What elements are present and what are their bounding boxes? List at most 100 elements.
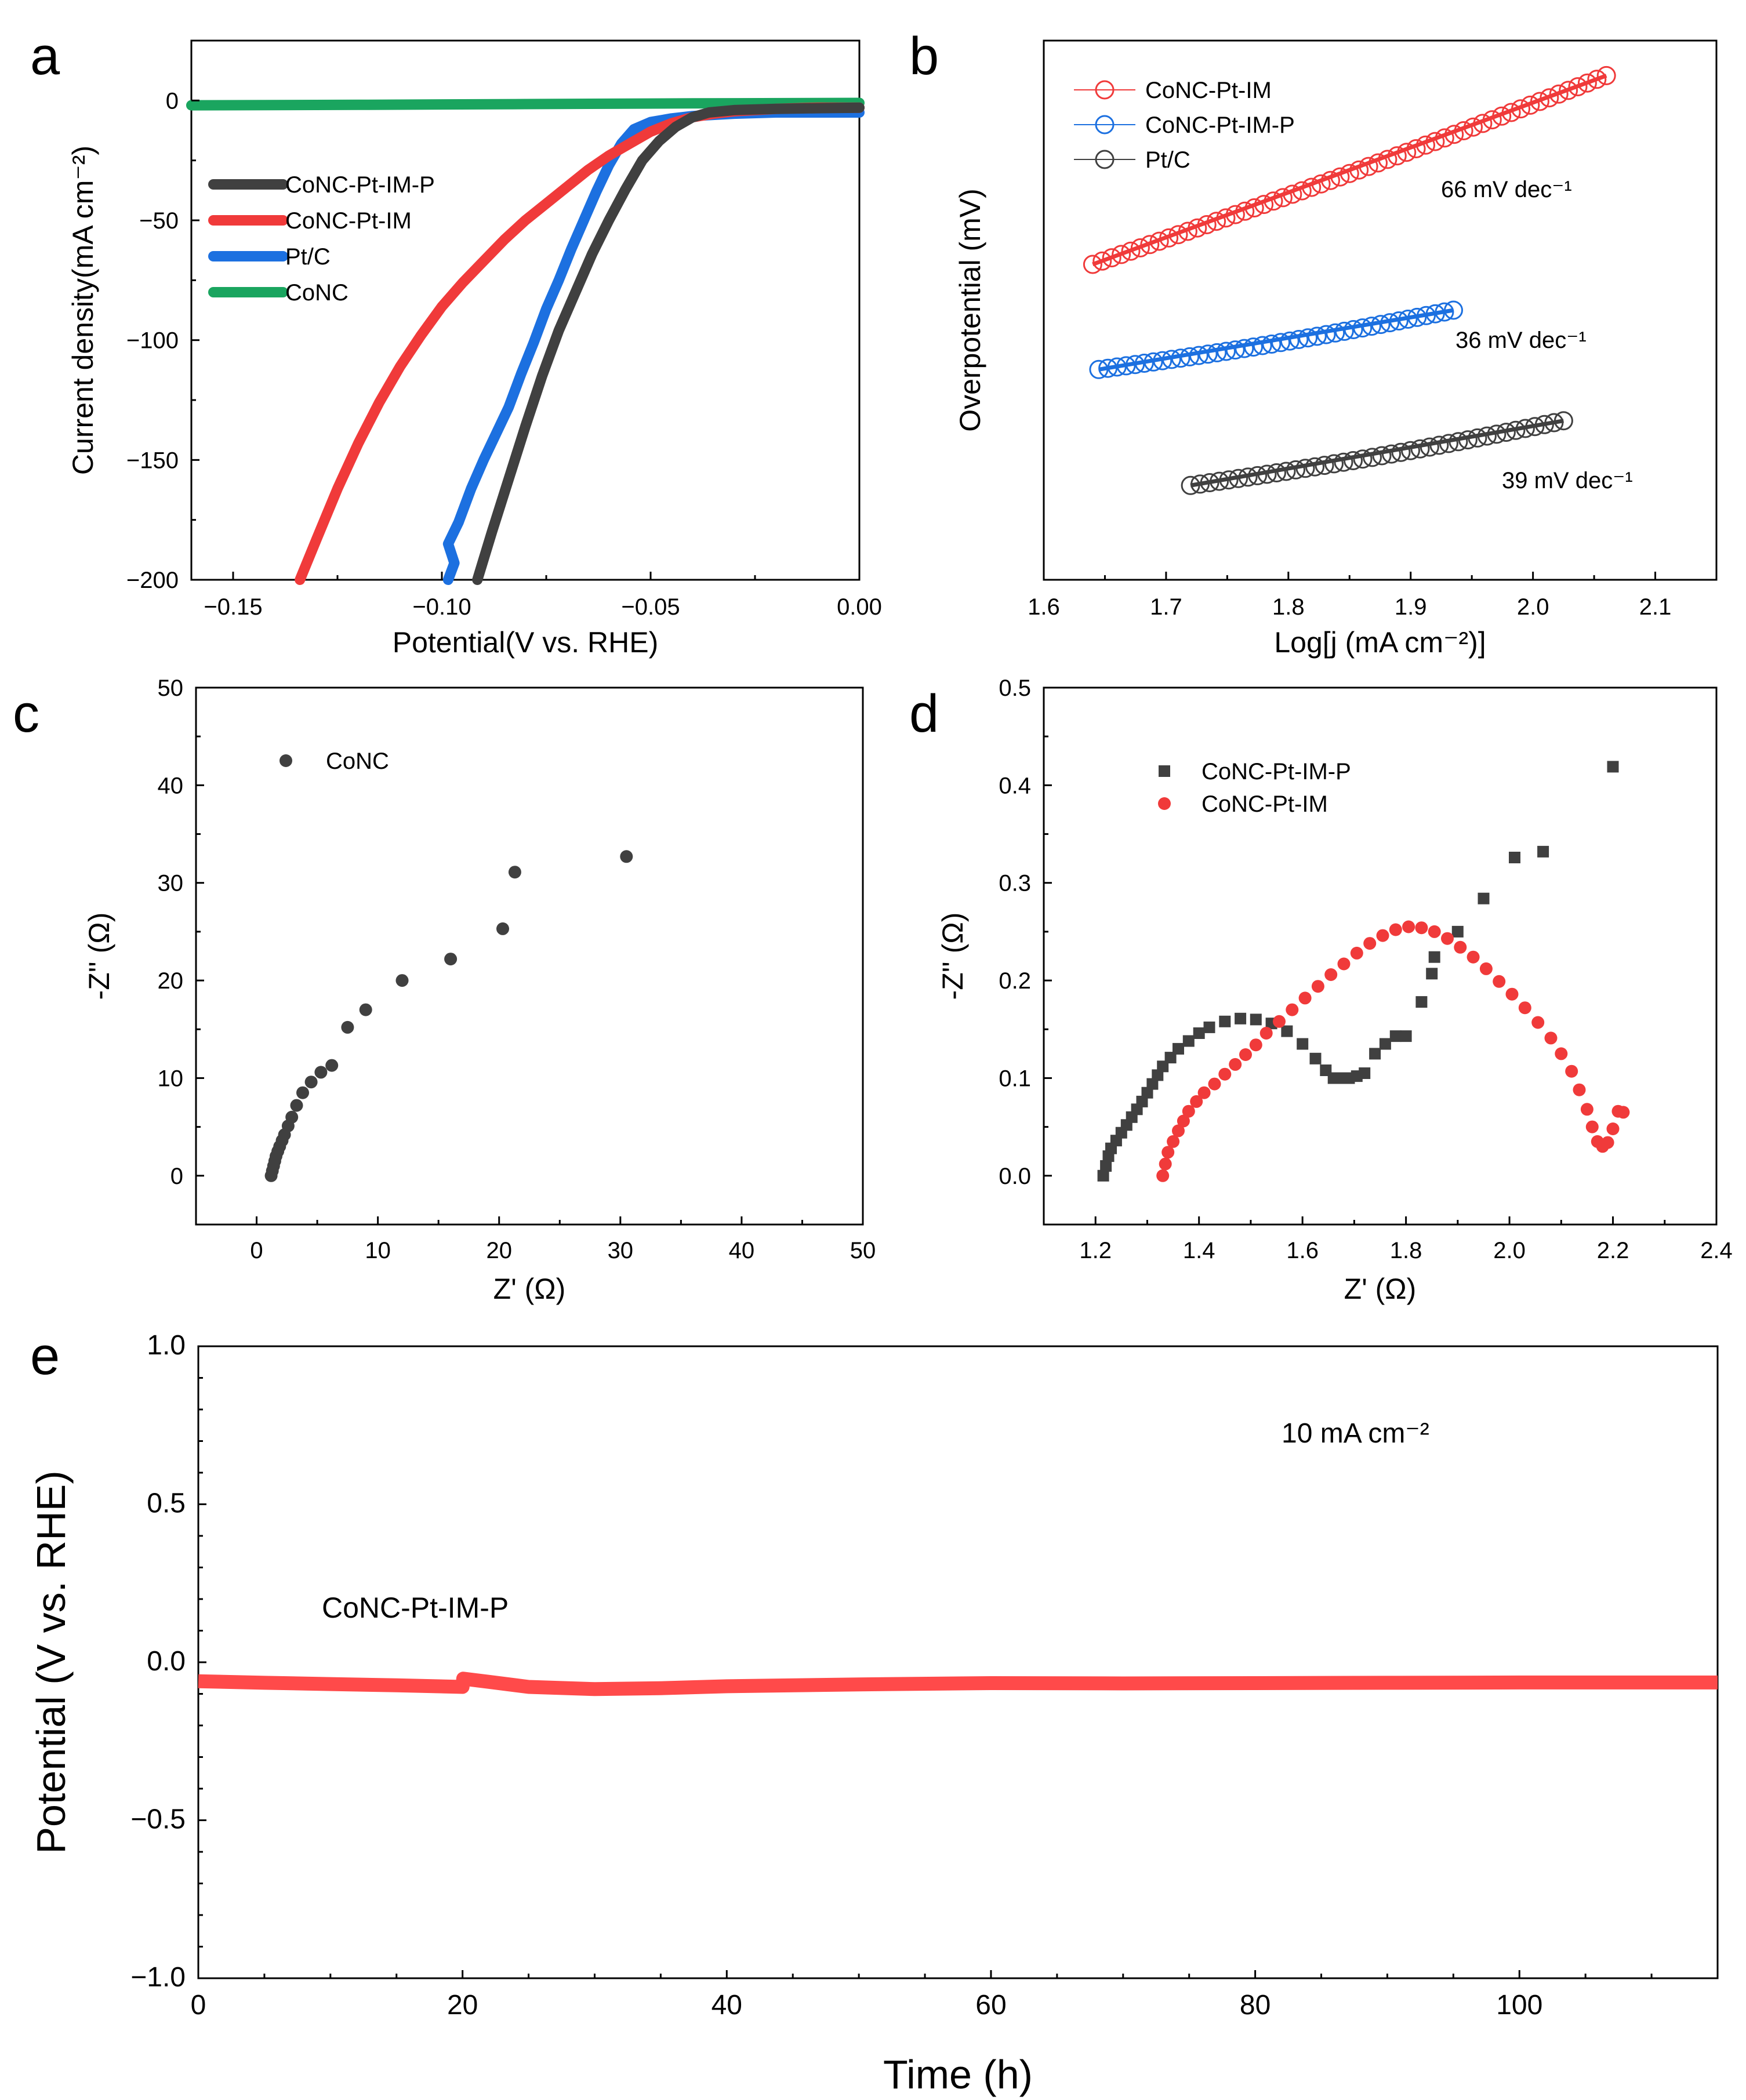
y-tick-label: 0.4 (999, 773, 1031, 798)
data-point-conc-pt-im (1197, 1086, 1211, 1099)
fit-line-conc-pt-im (1092, 74, 1607, 267)
x-tick-label: 60 (975, 1990, 1006, 2021)
legend-label: CoNC-Pt-IM-P (285, 172, 435, 198)
data-point-conc-pt-im-p (1164, 1052, 1177, 1064)
data-point-conc-pt-im (1376, 929, 1389, 942)
y-tick-label: −100 (126, 328, 179, 354)
x-tick-label: 30 (608, 1238, 634, 1263)
data-point-conc (341, 1020, 354, 1034)
panel-letter-d: d (909, 684, 939, 743)
data-point-conc-pt-im (1585, 1120, 1599, 1133)
data-point-conc-pt-im (1617, 1106, 1630, 1119)
y-tick-label: 0.1 (999, 1066, 1031, 1091)
panel-b-tafel-chart: 66 mV dec⁻¹ 36 mV dec⁻¹ 39 mV dec⁻¹ 1.6 1.7 1… (954, 39, 1718, 659)
data-point-conc-pt-im (1428, 925, 1441, 938)
data-point-conc (620, 850, 633, 863)
y-tick-label: 0.0 (999, 1164, 1031, 1189)
panel-a-lsv-chart: −0.15 −0.10 −0.05 0.00 Potential(V vs. RHE) 0… (67, 39, 882, 659)
x-tick-label: 0.00 (837, 594, 882, 620)
data-point-conc-pt-im (1112, 245, 1131, 264)
data-point-conc (359, 1003, 372, 1016)
y-axis-label: -Z'' (Ω) (936, 913, 969, 1000)
data-point-conc-pt-im (1159, 1157, 1172, 1171)
data-point-conc-pt-im (1596, 66, 1616, 85)
legend-swatch (1158, 797, 1171, 810)
data-point-conc-pt-im-p (1173, 1042, 1184, 1055)
series-label: CoNC-Pt-IM-P (322, 1592, 509, 1624)
data-point-conc-pt-im (1573, 1083, 1586, 1096)
fit-line-conc-pt-im-p (1098, 308, 1454, 372)
data-point-conc (314, 1066, 328, 1079)
data-point-conc-pt-im (1454, 940, 1467, 954)
legend-label: CoNC (326, 749, 389, 774)
series-line-conc (186, 97, 865, 111)
data-point-conc-pt-im (1161, 1146, 1175, 1159)
slope-annotation: 39 mV dec⁻¹ (1502, 468, 1633, 493)
data-point-conc-pt-im-p (1379, 1038, 1391, 1050)
x-tick-label: 1.2 (1079, 1238, 1112, 1263)
data-point-conc (290, 1099, 303, 1112)
data-point-conc (325, 1059, 339, 1072)
data-point-conc (444, 953, 458, 966)
y-tick-label: 0 (166, 88, 179, 114)
data-point-conc-pt-im-p (1182, 1035, 1195, 1047)
x-tick-label: 1.7 (1150, 594, 1182, 620)
legend-label: Pt/C (1145, 147, 1190, 173)
x-tick-label: 1.8 (1272, 594, 1305, 620)
x-tick-label: 100 (1496, 1990, 1542, 2021)
data-point-conc (496, 922, 509, 935)
plot-frame (1043, 39, 1718, 581)
x-tick-label: 1.6 (1028, 594, 1060, 620)
x-axis-label: Z' (Ω) (493, 1273, 566, 1305)
data-point-conc-pt-im-p (1509, 852, 1520, 863)
y-tick-label: 0 (170, 1164, 183, 1189)
data-point-conc-pt-im (1208, 1077, 1221, 1091)
y-axis-label: Potential (V vs. RHE) (28, 1470, 74, 1854)
data-point-conc-pt-im (1555, 1047, 1568, 1060)
data-point-conc-pt-im (1218, 1067, 1232, 1081)
data-point-conc-pt-im (1190, 1095, 1203, 1108)
data-point-conc-pt-im (1441, 932, 1454, 945)
data-point-conc-pt-im (1156, 1169, 1170, 1182)
panel-letter-c: c (13, 684, 39, 743)
data-point-conc-pt-im-p (1203, 1021, 1215, 1033)
panel-letter-b: b (909, 27, 939, 86)
y-tick-label: −1.0 (130, 1962, 186, 1993)
data-point-conc-pt-im (1467, 950, 1480, 964)
x-axis-label: Z' (Ω) (1344, 1273, 1417, 1305)
x-tick-label: 1.9 (1395, 594, 1427, 620)
legend-label: CoNC (285, 280, 349, 306)
legend-label: CoNC-Pt-IM (1145, 78, 1272, 103)
data-point-conc-pt-im (1083, 255, 1102, 274)
legend: CoNC (279, 749, 389, 774)
data-point-conc-pt-im (1531, 1016, 1545, 1029)
series-line-conc-pt-im-p (472, 102, 865, 585)
x-tick-label: −0.10 (412, 594, 471, 620)
slope-annotation: 36 mV dec⁻¹ (1455, 328, 1587, 353)
data-point-conc-pt-im-p (1146, 1078, 1159, 1090)
y-tick-label: 20 (158, 968, 184, 994)
y-tick-label: 10 (158, 1066, 184, 1091)
data-point-conc-pt-im-p (1369, 1048, 1381, 1060)
data-point-conc (508, 866, 521, 879)
data-point-conc-pt-im (1601, 1136, 1614, 1149)
legend-label: CoNC-Pt-IM (1201, 791, 1328, 817)
data-point-conc-pt-im (1518, 1001, 1531, 1015)
x-tick-label: 1.8 (1390, 1238, 1422, 1263)
data-point-conc-pt-im-p (1415, 996, 1428, 1008)
plot-frame (190, 39, 861, 581)
x-tick-label: 1.4 (1183, 1238, 1215, 1263)
data-point-conc-pt-im-p (1309, 1052, 1322, 1064)
y-axis-label: Overpotential (mV) (954, 188, 986, 432)
data-point-conc-pt-im-p (1400, 1030, 1412, 1042)
data-point-conc-pt-im (1493, 975, 1506, 988)
data-point-conc-pt-im (1130, 238, 1150, 257)
data-point-conc-pt-im-p (1478, 892, 1490, 904)
x-tick-label: 50 (850, 1238, 876, 1263)
data-point-conc-pt-im-p (1219, 1015, 1231, 1027)
y-tick-label: 30 (158, 871, 184, 896)
data-point-conc-pt-im-p (1141, 1087, 1153, 1099)
x-axis-label: Time (h) (883, 2052, 1033, 2097)
data-point-conc-pt-im (1402, 920, 1415, 933)
panel-letter-a: a (30, 27, 60, 86)
